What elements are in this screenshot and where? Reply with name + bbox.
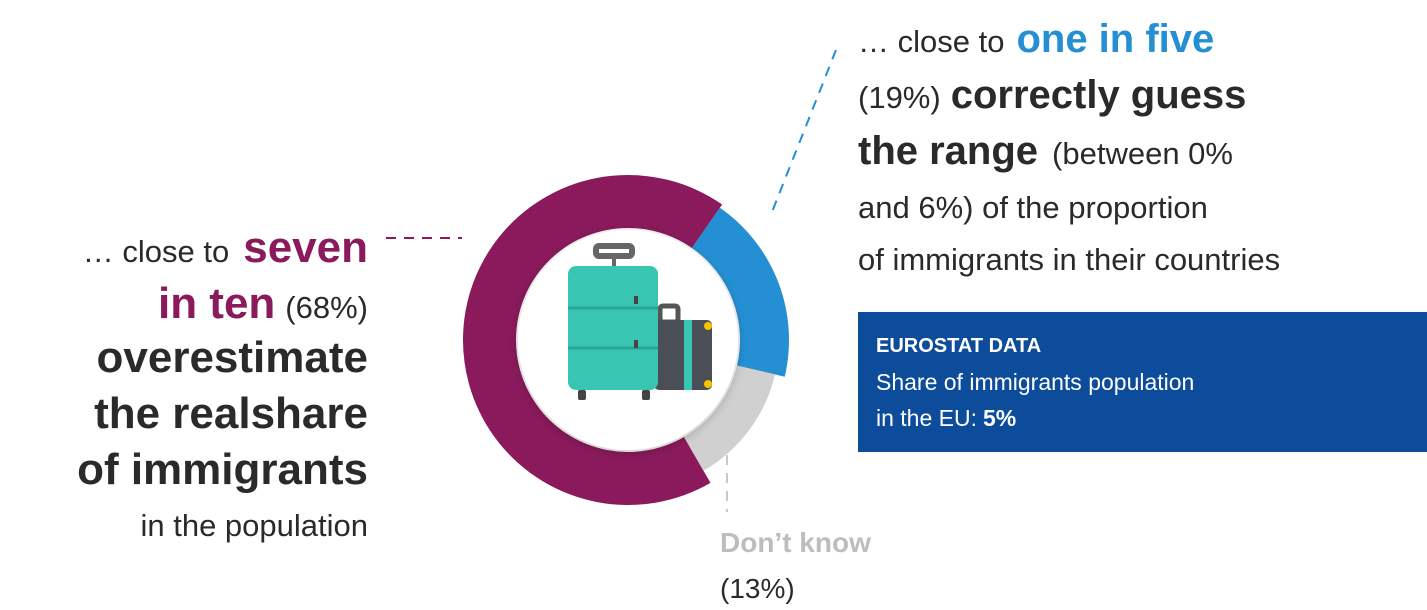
annotation-line: … close to seven <box>83 223 368 272</box>
value-label: (13%) <box>720 573 795 604</box>
annotation-line: overestimate <box>97 333 368 382</box>
annotation-line: the range (between 0% <box>858 129 1233 173</box>
annotation-line: in the population <box>140 508 368 543</box>
info-value: 5% <box>983 405 1016 431</box>
annotation-line: (19%) correctly guess <box>858 73 1246 117</box>
annotation-line: and 6%) of the proportion <box>858 190 1208 225</box>
annotation-line: Don’t know <box>720 527 871 558</box>
text: in the EU: <box>876 405 977 431</box>
left-annotation: … close to seven in ten (68%) overestimate… <box>77 223 368 543</box>
text: the range <box>858 129 1038 173</box>
text: one in five <box>1016 17 1214 61</box>
text: seven <box>243 223 368 272</box>
donut-segment <box>684 365 776 471</box>
value-label: (68%) <box>285 290 368 325</box>
annotation-line: … close to one in five <box>858 17 1214 61</box>
leader-line <box>771 49 837 213</box>
info-title: EUROSTAT DATA <box>876 335 1041 357</box>
right-annotation: … close to one in five (19%) correctly gue… <box>858 17 1280 277</box>
donut-segment <box>691 207 789 377</box>
annotation-line: of immigrants in their countries <box>858 242 1280 277</box>
text: in ten <box>158 279 275 328</box>
annotation-line: in ten (68%) <box>158 279 368 328</box>
info-box <box>858 312 1427 452</box>
annotation-line: the realshare <box>94 389 368 438</box>
info-text: in the EU: 5% <box>876 405 1016 431</box>
info-text: Share of immigrants population <box>876 369 1194 395</box>
suitcase-icon <box>568 243 712 400</box>
donut <box>463 174 789 505</box>
text: … close to <box>83 234 229 269</box>
text: … close to <box>858 24 1004 59</box>
donut-segment <box>463 174 723 505</box>
text: correctly guess <box>951 73 1247 117</box>
text: (between 0% <box>1052 136 1233 171</box>
annotation-line: of immigrants <box>77 445 368 494</box>
value-label: (19%) <box>858 80 941 115</box>
